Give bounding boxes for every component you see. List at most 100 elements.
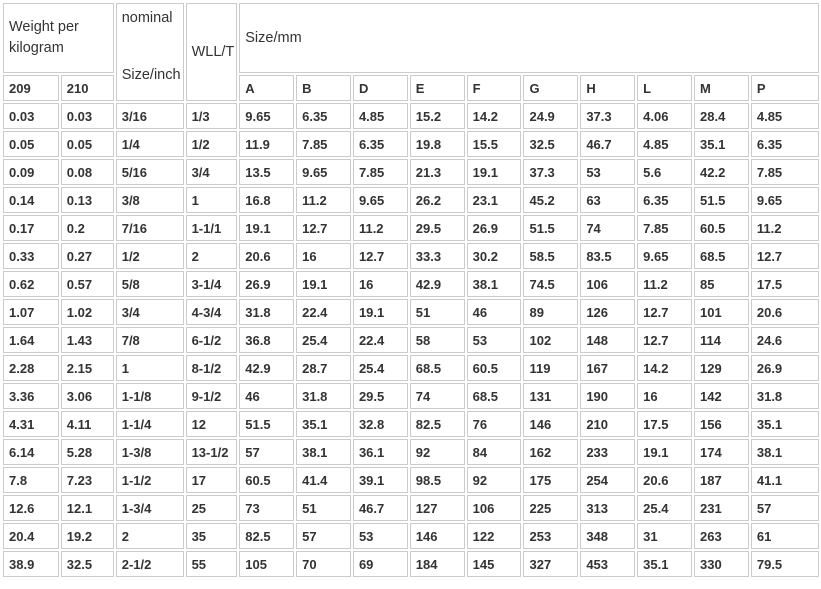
table-cell: 1.02 <box>60 299 114 325</box>
table-cell: 41.1 <box>750 467 819 493</box>
table-cell: 1-1/8 <box>115 383 184 409</box>
table-cell: 4.85 <box>637 131 693 157</box>
table-cell: 16 <box>296 243 351 269</box>
table-cell: 0.57 <box>60 271 114 297</box>
table-cell: 2.28 <box>3 355 59 381</box>
table-cell: 89 <box>523 299 579 325</box>
table-cell: 51.5 <box>694 187 749 213</box>
header-209: 209 <box>3 75 59 101</box>
table-cell: 5.6 <box>637 159 693 185</box>
table-cell: 233 <box>580 439 636 465</box>
table-cell: 4.85 <box>352 103 408 129</box>
table-cell: 12.7 <box>637 327 693 353</box>
table-cell: 3/16 <box>115 103 184 129</box>
table-cell: 190 <box>580 383 636 409</box>
table-cell: 13-1/2 <box>185 439 238 465</box>
table-cell: 68.5 <box>694 243 749 269</box>
header-col-G: G <box>523 75 579 101</box>
table-row: 0.05 0.05 1/4 1/2 11.9 7.85 6.35 19.8 15.5 32.5 46… <box>3 131 819 157</box>
table-cell: 12.6 <box>3 495 59 521</box>
table-cell: 12.7 <box>637 299 693 325</box>
table-cell: 20.4 <box>3 523 59 549</box>
header-col-F: F <box>466 75 522 101</box>
table-cell: 58.5 <box>523 243 579 269</box>
table-cell: 8-1/2 <box>185 355 238 381</box>
table-row: 0.14 0.13 3/8 1 16.8 11.2 9.65 26.2 23.1 45.2 63 6.… <box>3 187 819 213</box>
table-row: 0.17 0.2 7/16 1-1/1 19.1 12.7 11.2 29.5 26.9 51.5… <box>3 215 819 241</box>
nominal-label: nominal <box>121 10 173 26</box>
table-cell: 36.1 <box>352 439 408 465</box>
table-cell: 46.7 <box>352 495 408 521</box>
table-cell: 14.2 <box>466 103 522 129</box>
table-cell: 9.65 <box>637 243 693 269</box>
table-cell: 70 <box>296 551 351 577</box>
table-cell: 3.36 <box>3 383 59 409</box>
table-cell: 5/8 <box>115 271 184 297</box>
table-row: 0.03 0.03 3/16 1/3 9.65 6.35 4.85 15.2 14.2 24.9 3… <box>3 103 819 129</box>
table-cell: 2 <box>185 243 238 269</box>
table-cell: 0.08 <box>60 159 114 185</box>
table-cell: 51.5 <box>523 215 579 241</box>
table-cell: 12.7 <box>750 243 819 269</box>
table-cell: 82.5 <box>409 411 465 437</box>
table-cell: 41.4 <box>296 467 351 493</box>
table-cell: 0.05 <box>60 131 114 157</box>
table-cell: 0.14 <box>3 187 59 213</box>
table-cell: 16 <box>637 383 693 409</box>
table-cell: 23.1 <box>466 187 522 213</box>
table-cell: 9.65 <box>239 103 295 129</box>
table-row: 2.28 2.15 1 8-1/2 42.9 28.7 25.4 68.5 60.5 119 167… <box>3 355 819 381</box>
table-cell: 167 <box>580 355 636 381</box>
table-cell: 51 <box>409 299 465 325</box>
header-210: 210 <box>60 75 114 101</box>
table-cell: 6-1/2 <box>185 327 238 353</box>
table-cell: 13.5 <box>239 159 295 185</box>
table-cell: 119 <box>523 355 579 381</box>
table-cell: 1/3 <box>185 103 238 129</box>
table-row: 12.6 12.1 1-3/4 25 73 51 46.7 127 106 225 313 25.4 2… <box>3 495 819 521</box>
table-cell: 1/4 <box>115 131 184 157</box>
table-cell: 1-1/4 <box>115 411 184 437</box>
table-cell: 32.8 <box>352 411 408 437</box>
table-cell: 68.5 <box>466 383 522 409</box>
table-row: 6.14 5.28 1-3/8 13-1/2 57 38.1 36.1 92 84 162 233 1… <box>3 439 819 465</box>
table-cell: 74 <box>409 383 465 409</box>
table-cell: 1 <box>115 355 184 381</box>
table-cell: 57 <box>296 523 351 549</box>
size-inch-label: Size/inch <box>121 67 181 83</box>
table-cell: 63 <box>580 187 636 213</box>
table-cell: 101 <box>694 299 749 325</box>
table-cell: 175 <box>523 467 579 493</box>
table-cell: 31 <box>637 523 693 549</box>
table-cell: 7/8 <box>115 327 184 353</box>
table-cell: 51.5 <box>239 411 295 437</box>
header-row-1: Weight per kilogram nominal Size/inch WL… <box>3 3 819 101</box>
table-cell: 30.2 <box>466 243 522 269</box>
table-cell: 19.1 <box>466 159 522 185</box>
table-cell: 57 <box>750 495 819 521</box>
table-cell: 35.1 <box>750 411 819 437</box>
table-row: 1.64 1.43 7/8 6-1/2 36.8 25.4 22.4 58 53 102 148 12… <box>3 327 819 353</box>
table-cell: 12.7 <box>352 243 408 269</box>
table-cell: 20.6 <box>239 243 295 269</box>
table-cell: 0.03 <box>3 103 59 129</box>
table-cell: 19.1 <box>296 271 351 297</box>
table-cell: 38.1 <box>750 439 819 465</box>
table-cell: 1-1/1 <box>185 215 238 241</box>
table-row: 0.33 0.27 1/2 2 20.6 16 12.7 33.3 30.2 58.5 83.5 9.… <box>3 243 819 269</box>
table-cell: 46 <box>239 383 295 409</box>
table-cell: 73 <box>239 495 295 521</box>
table-cell: 12.7 <box>296 215 351 241</box>
table-cell: 145 <box>466 551 522 577</box>
table-cell: 7.85 <box>750 159 819 185</box>
table-row: 0.62 0.57 5/8 3-1/4 26.9 19.1 16 42.9 38.1 74.5 10… <box>3 271 819 297</box>
table-cell: 0.13 <box>60 187 114 213</box>
table-cell: 12.1 <box>60 495 114 521</box>
table-cell: 17.5 <box>637 411 693 437</box>
table-cell: 0.2 <box>60 215 114 241</box>
table-cell: 37.3 <box>580 103 636 129</box>
table-cell: 129 <box>694 355 749 381</box>
table-cell: 14.2 <box>637 355 693 381</box>
table-cell: 19.1 <box>239 215 295 241</box>
table-cell: 92 <box>466 467 522 493</box>
